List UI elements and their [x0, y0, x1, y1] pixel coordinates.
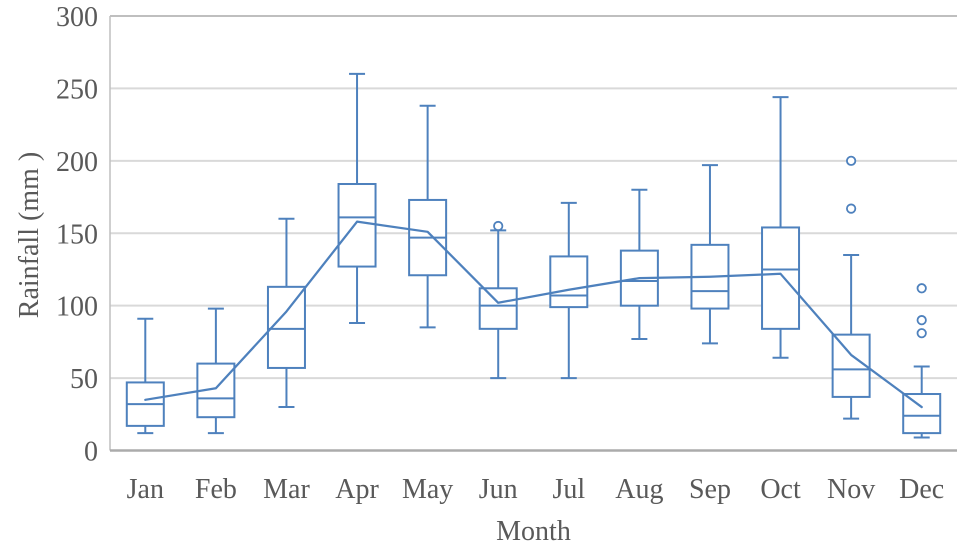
iqr-box [478, 287, 518, 330]
iqr-box [831, 333, 871, 398]
outlier-point [916, 328, 927, 339]
y-tick-label: 100 [56, 292, 98, 323]
y-tick-label: 250 [56, 74, 98, 105]
x-tick-label: Aug [615, 474, 663, 505]
iqr-box [902, 393, 942, 435]
x-tick-label: Jul [552, 474, 585, 505]
iqr-box [761, 226, 801, 330]
mean-series-line [144, 220, 923, 409]
x-tick-label: Oct [760, 474, 801, 505]
iqr-box [549, 255, 589, 309]
y-tick-label: 300 [56, 2, 98, 33]
outlier-point [846, 155, 857, 166]
y-tick-label: 0 [84, 437, 98, 468]
y-tick-label: 200 [56, 147, 98, 178]
x-tick-label: Apr [335, 474, 379, 505]
iqr-box [619, 249, 659, 307]
x-tick-label: Nov [827, 474, 875, 505]
outlier-point [916, 315, 927, 326]
x-tick-label: Mar [263, 474, 310, 505]
y-tick-label: 50 [70, 364, 98, 395]
x-tick-label: Feb [195, 474, 237, 505]
x-tick-label: Jun [479, 474, 518, 505]
y-axis-title: Rainfall (mm ) [14, 151, 45, 319]
y-tick-label: 150 [56, 219, 98, 250]
x-tick-label: Sep [689, 474, 731, 505]
x-tick-label: Jan [127, 474, 164, 505]
iqr-box [337, 183, 377, 268]
outlier-point [846, 203, 857, 214]
x-tick-label: May [402, 474, 453, 505]
outlier-point [493, 220, 504, 232]
outlier-point [916, 283, 927, 294]
iqr-box [266, 285, 306, 369]
x-tick-label: Dec [899, 474, 944, 505]
x-axis-title: Month [496, 516, 571, 547]
